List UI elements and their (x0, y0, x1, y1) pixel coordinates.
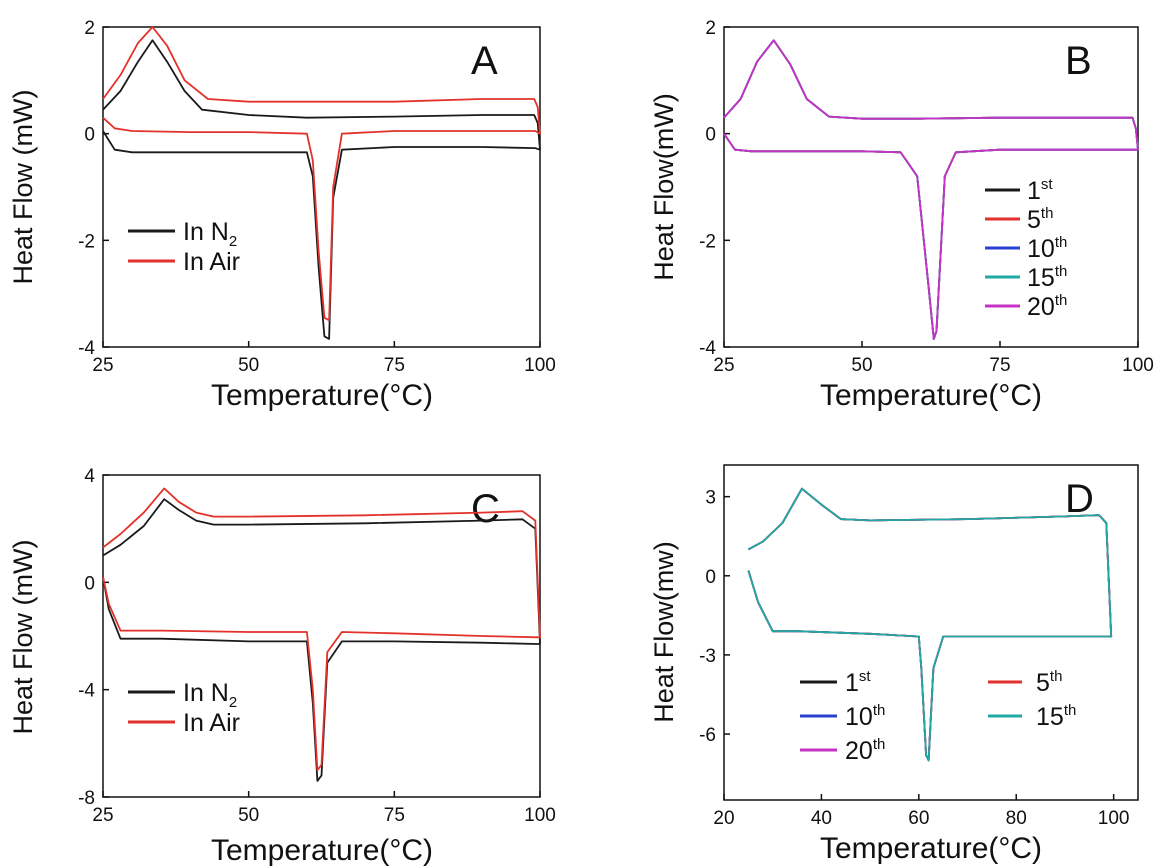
series-line-1 (102, 26, 541, 322)
panel-c-ticks: 25 50 75 100 4 0 -4 -8 (78, 466, 556, 826)
panel-c-label: C (471, 487, 500, 531)
panel-d-ylabel: Heat Flow(mw) (649, 541, 679, 723)
x-tick-label: 20 (713, 808, 734, 829)
y-tick-label: -4 (699, 338, 716, 359)
panel-b-label: B (1065, 39, 1092, 83)
panel-b-legend: 1st 5th 10th 15th 20th (985, 176, 1067, 321)
x-tick-label: 100 (524, 355, 556, 376)
panel-d-ticks: 20 40 60 80 100 3 0 -3 -6 (699, 488, 1129, 829)
x-tick-label: 50 (238, 355, 259, 376)
legend-label-1st: 1st (1027, 176, 1053, 205)
legend-label-1st: 1st (845, 668, 871, 697)
legend-label-5th: 5th (1027, 205, 1053, 234)
legend-label-15th: 15th (1036, 702, 1076, 731)
panel-b: B Temperature(°C) Heat Flow(mW) 25 50 75 10… (649, 18, 1154, 412)
panel-d-label: D (1065, 477, 1094, 521)
x-tick-label: 80 (1006, 808, 1027, 829)
legend-label-10th: 10th (845, 702, 885, 731)
series-line-15th (747, 487, 1113, 762)
panel-b-lines (723, 39, 1139, 340)
panel-c: C Temperature(°C) Heat Flow (mW) 25 50 75 1… (8, 466, 556, 867)
series-line-1 (102, 487, 541, 772)
x-tick-label: 75 (989, 355, 1010, 376)
x-tick-label: 100 (1122, 355, 1154, 376)
panel-a-frame (102, 26, 541, 348)
panel-a-ylabel: Heat Flow (mW) (8, 90, 38, 285)
panel-d-legend: 1st 10th 20th 5th 15th (800, 668, 1076, 765)
panel-a: A Temperature(°C) Heat Flow (mW) 25 50 75 1… (8, 18, 556, 412)
y-tick-label: 3 (705, 488, 716, 509)
panel-b-ylabel: Heat Flow(mW) (649, 93, 679, 281)
y-tick-label: 2 (705, 18, 716, 39)
panel-c-legend: In N2 In Air (128, 679, 240, 737)
x-tick-label: 25 (92, 355, 113, 376)
x-tick-label: 50 (851, 355, 872, 376)
panel-c-lines (102, 487, 541, 782)
series-line-15th (723, 39, 1139, 340)
y-tick-label: -8 (78, 788, 95, 809)
x-tick-label: 75 (384, 805, 405, 826)
y-tick-label: 0 (84, 125, 95, 146)
x-tick-label: 100 (524, 805, 556, 826)
legend-label-20th: 20th (845, 736, 885, 765)
legend-label-15th: 15th (1027, 263, 1067, 292)
x-tick-label: 75 (384, 355, 405, 376)
legend-label-n2: In N2 (183, 218, 237, 250)
y-tick-label: -2 (78, 231, 95, 252)
panel-c-xlabel: Temperature(°C) (211, 834, 433, 867)
series-line-5th (723, 39, 1139, 340)
legend-label-10th: 10th (1027, 234, 1067, 263)
panel-d: D Temperature(°C) Heat Flow(mw) 20 40 60 80… (649, 464, 1139, 865)
y-tick-label: 4 (84, 466, 95, 487)
panel-a-legend: In N2 In Air (128, 218, 240, 276)
panel-c-ylabel: Heat Flow (mW) (8, 540, 38, 735)
y-tick-label: -2 (699, 231, 716, 252)
y-tick-label: 2 (84, 18, 95, 39)
legend-label-20th: 20th (1027, 292, 1067, 321)
legend-label-air: In Air (183, 248, 240, 276)
panel-b-frame (723, 26, 1139, 348)
y-tick-label: -6 (699, 725, 716, 746)
series-line-0 (102, 39, 541, 340)
panel-b-xlabel: Temperature(°C) (820, 379, 1042, 412)
panel-a-ticks: 25 50 75 100 2 0 -2 -4 (78, 18, 556, 376)
panel-b-ticks: 25 50 75 100 2 0 -2 -4 (699, 18, 1154, 376)
panel-d-frame (723, 464, 1139, 801)
panel-a-label: A (471, 39, 498, 83)
legend-label-air: In Air (183, 709, 240, 737)
series-line-20th (723, 39, 1139, 340)
series-line-1st (723, 39, 1139, 340)
panel-d-xlabel: Temperature(°C) (820, 832, 1042, 865)
y-tick-label: -3 (699, 646, 716, 667)
y-tick-label: -4 (78, 338, 95, 359)
x-tick-label: 60 (908, 808, 929, 829)
legend-label-n2: In N2 (183, 679, 237, 711)
panel-a-xlabel: Temperature(°C) (211, 379, 433, 412)
x-tick-label: 50 (238, 805, 259, 826)
x-tick-label: 100 (1098, 808, 1130, 829)
series-line-10th (723, 39, 1139, 340)
series-line-0 (102, 498, 541, 782)
x-tick-label: 40 (811, 808, 832, 829)
y-tick-label: 0 (705, 567, 716, 588)
panel-d-lines (747, 487, 1113, 762)
panel-a-lines (102, 26, 541, 340)
x-tick-label: 25 (92, 805, 113, 826)
y-tick-label: 0 (84, 573, 95, 594)
y-tick-label: -4 (78, 681, 95, 702)
x-tick-label: 25 (713, 355, 734, 376)
y-tick-label: 0 (705, 125, 716, 146)
legend-label-5th: 5th (1036, 668, 1062, 697)
